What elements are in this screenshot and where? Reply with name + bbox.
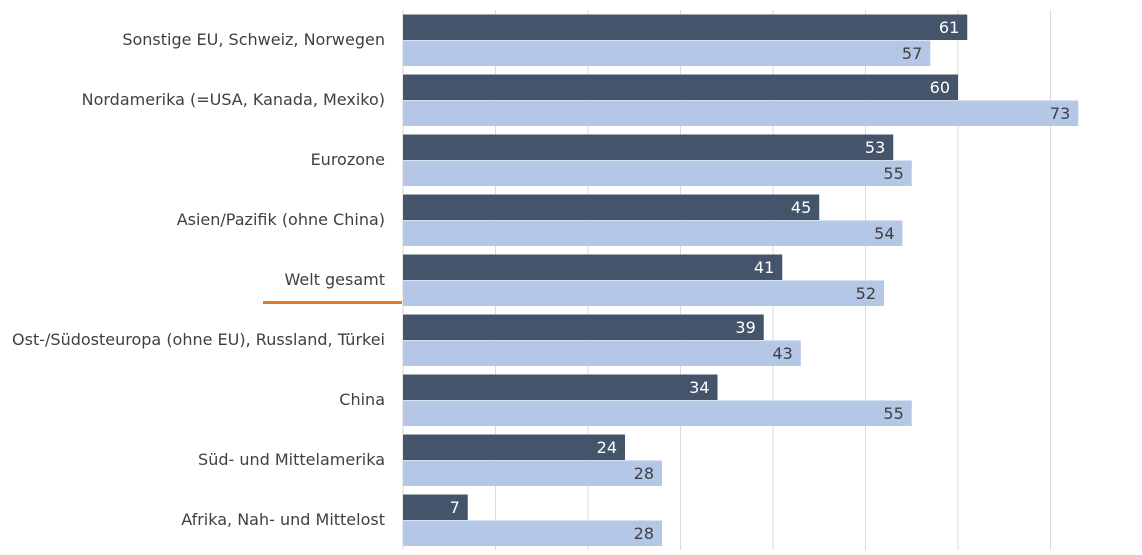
value-label: 57 <box>902 44 922 63</box>
category-label: Asien/Pazifik (ohne China) <box>176 210 385 229</box>
bar <box>403 14 968 40</box>
category-label: Eurozone <box>310 150 385 169</box>
value-label: 52 <box>856 284 876 303</box>
bar <box>403 100 1079 126</box>
category-label: Sonstige EU, Schweiz, Norwegen <box>122 30 385 49</box>
value-label: 60 <box>930 78 950 97</box>
bar <box>403 460 662 486</box>
value-label: 55 <box>883 164 903 183</box>
category-label: Afrika, Nah- und Mittelost <box>181 510 385 529</box>
bar <box>403 494 468 520</box>
category-label: Süd- und Mittelamerika <box>198 450 385 469</box>
value-label: 39 <box>735 318 755 337</box>
value-label: 54 <box>874 224 894 243</box>
bar <box>403 40 931 66</box>
category-label: Nordamerika (=USA, Kanada, Mexiko) <box>81 90 385 109</box>
bar <box>403 374 718 400</box>
bar <box>403 220 903 246</box>
bar <box>403 340 801 366</box>
bar <box>403 160 912 186</box>
value-label: 53 <box>865 138 885 157</box>
bar <box>403 134 894 160</box>
category-label: China <box>339 390 385 409</box>
bar <box>403 434 625 460</box>
bar <box>403 280 884 306</box>
bar <box>403 520 662 546</box>
value-label: 28 <box>634 464 654 483</box>
value-label: 34 <box>689 378 709 397</box>
bar <box>403 400 912 426</box>
category-label: Ost-/Südosteuropa (ohne EU), Russland, T… <box>12 330 385 349</box>
value-label: 7 <box>450 498 460 517</box>
value-label: 45 <box>791 198 811 217</box>
bar <box>403 254 783 280</box>
bar <box>403 314 764 340</box>
bar <box>403 74 958 100</box>
value-label: 61 <box>939 18 959 37</box>
bar <box>403 194 820 220</box>
value-label: 24 <box>597 438 617 457</box>
value-label: 28 <box>634 524 654 543</box>
value-label: 41 <box>754 258 774 277</box>
category-label: Welt gesamt <box>284 270 385 289</box>
value-label: 55 <box>883 404 903 423</box>
highlight-underline <box>263 301 402 304</box>
value-label: 73 <box>1050 104 1070 123</box>
value-label: 43 <box>772 344 792 363</box>
